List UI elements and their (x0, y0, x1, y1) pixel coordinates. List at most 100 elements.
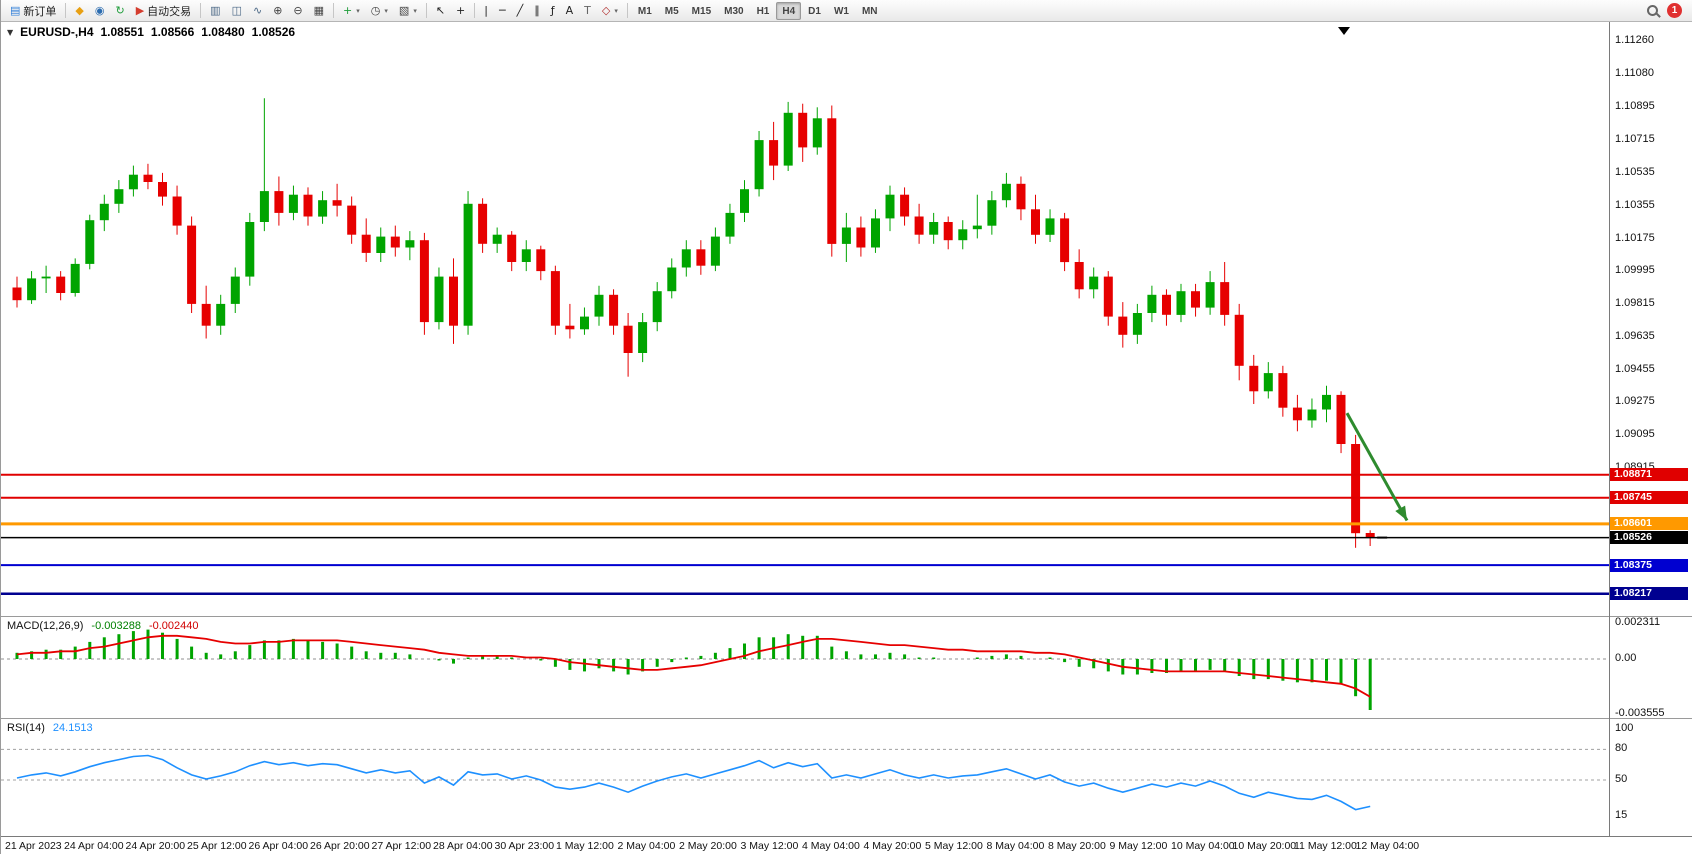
bar-low-value: 1.08480 (201, 25, 245, 39)
refresh-icon: ↻ (115, 4, 125, 17)
horizontal-line-button[interactable]: ─ (494, 2, 511, 20)
autotrading-icon: ▶ (135, 4, 145, 17)
time-axis[interactable]: 21 Apr 2023 24 Apr 04:00 24 Apr 20:00 25 Ap… (1, 836, 1692, 854)
timeframe-h1-button[interactable]: H1 (756, 5, 770, 17)
macd-panel[interactable]: MACD(12,26,9) -0.003288 -0.002440 (1, 616, 1692, 718)
templates-button[interactable]: ▧ (394, 2, 422, 20)
trend-arrow-head (1395, 505, 1407, 521)
price-axis-label: 1.10355 (1615, 198, 1655, 211)
price-axis-label: 1.09095 (1615, 428, 1655, 440)
cursor-icon: ↖ (435, 4, 446, 17)
trendline-button[interactable]: ╱ (512, 2, 529, 20)
toolbar-separator (425, 3, 427, 18)
periods-button[interactable]: ◷ (366, 2, 393, 20)
symbol-period-label: EURUSD-,H4 (20, 25, 94, 39)
time-axis-label: 27 Apr 12:00 (371, 840, 432, 852)
timeframe-m5-button[interactable]: M5 (664, 5, 679, 17)
horizontal-line-icon: ─ (498, 4, 506, 17)
rsi-panel[interactable]: R​SI(14) 24.1513 (1, 718, 1692, 836)
indicators-button[interactable]: + (338, 2, 365, 20)
channel-button[interactable]: ∥ (529, 2, 545, 20)
zoom-in-icon: ⊕ (273, 4, 283, 17)
arrows-icon: ◇ (601, 4, 611, 17)
zoom-out-button[interactable]: ⊖ (288, 2, 307, 20)
search-icon[interactable] (1647, 5, 1658, 16)
rsi-axis-label: 80 (1615, 742, 1628, 755)
timeframe-m30-button[interactable]: M30 (724, 5, 744, 17)
notification-badge[interactable]: 1 (1667, 3, 1682, 18)
macd-main-value: -0.003288 (91, 620, 141, 632)
time-axis-label: 4 May 04:00 (802, 840, 860, 852)
rsi-line (16, 754, 1371, 811)
timeframe-m1-button[interactable]: M1 (637, 5, 652, 17)
timeframe-mn-button[interactable]: MN (861, 5, 878, 17)
timeframe-d1-button[interactable]: D1 (808, 5, 821, 17)
line-chart-icon: ∿ (252, 4, 263, 17)
macd-canvas[interactable] (1, 617, 1609, 718)
price-tag: 1.08217 (1610, 587, 1688, 601)
price-axis[interactable]: 1.11260 1.11080 1.10895 1.10715 1.10535 1.103… (1610, 22, 1692, 836)
metaquotes-button[interactable]: ◆ (70, 2, 88, 20)
rsi-label: R​SI(14) 24.1513 (7, 722, 93, 734)
zoom-in-button[interactable]: ⊕ (268, 2, 287, 20)
line-chart-button[interactable]: ∿ (248, 2, 267, 20)
crosshair-button[interactable]: + (451, 2, 470, 20)
autotrading-button[interactable]: ▶ 自动交易 (131, 2, 196, 20)
fibonacci-icon: ƒ (550, 4, 555, 17)
text-label-icon: T (584, 4, 591, 17)
market-watch-button[interactable]: ◉ (90, 2, 110, 20)
price-tag: 1.08375 (1610, 558, 1688, 572)
price-axis-label: 1.09815 (1615, 297, 1655, 309)
candlestick-chart-button[interactable]: ◫ (227, 2, 247, 20)
time-axis-label: 2 May 20:00 (679, 840, 737, 852)
vertical-line-button[interactable]: | (479, 2, 493, 20)
time-axis-label: 21 Apr 2023 (5, 840, 62, 852)
price-axis-label: 1.09275 (1615, 395, 1655, 408)
time-axis-label: 10 May 04:00 (1171, 840, 1235, 852)
price-tag: 1.08526 (1610, 531, 1688, 545)
time-axis-label: 28 Apr 04:00 (433, 840, 493, 852)
bar-chart-icon: ▥ (210, 4, 221, 17)
time-axis-label: 4 May 20:00 (863, 840, 922, 852)
timeframe-h4-button[interactable]: H4 (776, 1, 802, 20)
channel-icon: ∥ (534, 4, 540, 17)
fibonacci-button[interactable]: ƒ (546, 2, 560, 20)
chart-title: ▼ EURUSD-,H4 1.08551 1.08566 1.08480 1.0… (7, 25, 295, 39)
price-axis-label: 1.10175 (1615, 231, 1655, 244)
toolbar-separator (333, 3, 335, 18)
toolbar-buttons: ▤新订单 ◆ ◉ ↻ ▶自动交易 ▥ ◫ ∿ ⊕ ⊖ ▦ + ◷ ▧ ↖ + | ─ ╱ ∥ ƒAT ◇ M1 M5 M15 M3… (5, 0, 884, 21)
new-order-button[interactable]: ▤ 新订单 (5, 2, 61, 20)
price-chart-canvas[interactable] (1, 22, 1609, 616)
text-label-button[interactable]: T (579, 2, 596, 20)
macd-axis-label: -0.003555 (1615, 707, 1665, 720)
rsi-axis-label: 50 (1615, 773, 1628, 785)
price-tag: 1.08871 (1610, 468, 1688, 482)
collapse-arrow-icon[interactable]: ▼ (7, 27, 14, 37)
main-chart-panel[interactable]: ▼ EURUSD-,H4 1.08551 1.08566 1.08480 1.0… (1, 22, 1692, 616)
macd-signal-value: -0.002440 (148, 620, 199, 632)
cursor-button[interactable]: ↖ (431, 2, 450, 20)
time-axis-label: 11 May 12:00 (1294, 840, 1357, 852)
arrows-button[interactable]: ◇ (597, 2, 623, 20)
toolbar-separator (200, 3, 202, 18)
text-icon: A (565, 4, 574, 17)
rsi-axis-label: 100 (1615, 722, 1634, 734)
bar-chart-button[interactable]: ▥ (205, 2, 225, 20)
timeframe-m15-button[interactable]: M15 (691, 5, 712, 17)
refresh-button[interactable]: ↻ (110, 2, 129, 20)
chart-shift-marker-icon[interactable] (1338, 27, 1350, 35)
macd-signal-line (16, 634, 1371, 698)
time-axis-label: 8 May 04:00 (986, 840, 1045, 852)
text-button[interactable]: A (561, 2, 579, 20)
macd-axis-label: 0.002311 (1615, 616, 1661, 629)
tile-windows-button[interactable]: ▦ (309, 2, 329, 20)
rsi-canvas[interactable] (1, 719, 1609, 836)
toolbar-right-group: 1 (1647, 3, 1688, 18)
macd-name: MACD(12,26,9) (7, 620, 84, 632)
toolbar: ▤新订单 ◆ ◉ ↻ ▶自动交易 ▥ ◫ ∿ ⊕ ⊖ ▦ + ◷ ▧ ↖ + | ─ ╱ ∥ ƒAT ◇ M1 M5 M15 M3… (1, 0, 1692, 22)
trend-arrow-line[interactable] (1345, 412, 1409, 522)
market-watch-icon: ◉ (94, 4, 105, 17)
timeframe-w1-button[interactable]: W1 (833, 5, 849, 17)
periods-icon: ◷ (370, 4, 381, 17)
